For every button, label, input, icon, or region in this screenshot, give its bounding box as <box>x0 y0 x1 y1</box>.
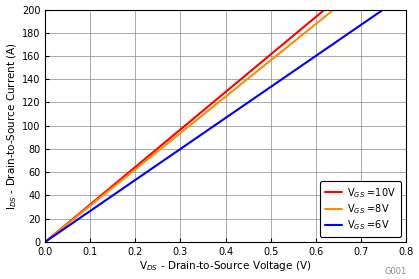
Y-axis label: I$_{DS}$ - Drain-to-Source Current (A): I$_{DS}$ - Drain-to-Source Current (A) <box>5 42 19 210</box>
Text: G001: G001 <box>384 267 406 276</box>
Legend: V$_{GS}$ =10V, V$_{GS}$ =8V, V$_{GS}$ =6V: V$_{GS}$ =10V, V$_{GS}$ =8V, V$_{GS}$ =6… <box>320 181 401 237</box>
X-axis label: V$_{DS}$ - Drain-to-Source Voltage (V): V$_{DS}$ - Drain-to-Source Voltage (V) <box>140 259 312 273</box>
